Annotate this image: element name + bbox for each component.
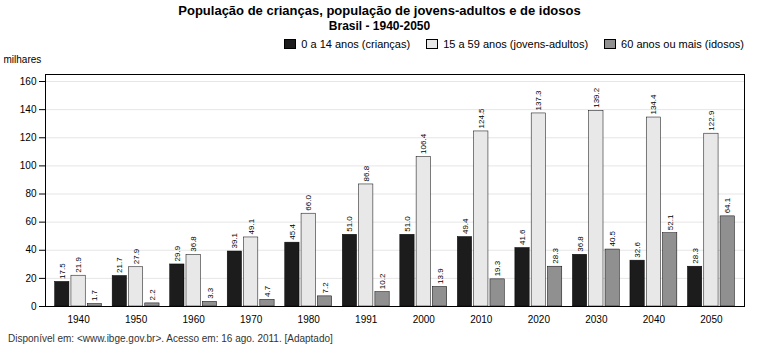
- html-text:15 a 59 anos (jovens-adultos): 15 a 59 anos (jovens-adultos): [443, 38, 589, 50]
- svg-text:21.9: 21.9: [74, 257, 83, 273]
- svg-text:100: 100: [20, 160, 37, 171]
- svg-text:10.2: 10.2: [378, 273, 387, 289]
- svg-text:137.3: 137.3: [534, 90, 543, 111]
- svg-text:32.6: 32.6: [633, 242, 642, 258]
- svg-text:51.0: 51.0: [403, 216, 412, 232]
- svg-text:106.4: 106.4: [419, 133, 428, 154]
- svg-text:4.7: 4.7: [263, 285, 272, 297]
- svg-text:80: 80: [25, 188, 37, 199]
- svg-text:2.2: 2.2: [148, 289, 157, 301]
- svg-text:49.4: 49.4: [461, 218, 470, 234]
- html-text:População de crianças, populaç: População de crianças, população de jove…: [178, 3, 581, 18]
- svg-text:27.9: 27.9: [132, 248, 141, 264]
- svg-text:60: 60: [25, 216, 37, 227]
- svg-text:1940: 1940: [67, 314, 90, 325]
- svg-text:0: 0: [31, 301, 37, 312]
- svg-text:40: 40: [25, 244, 37, 255]
- svg-text:45.4: 45.4: [288, 224, 297, 240]
- svg-text:39.1: 39.1: [230, 232, 239, 248]
- svg-text:2040: 2040: [643, 314, 666, 325]
- svg-text:29.9: 29.9: [173, 245, 182, 261]
- svg-text:120: 120: [20, 132, 37, 143]
- svg-text:2010: 2010: [470, 314, 493, 325]
- svg-text:64.1: 64.1: [723, 197, 732, 213]
- svg-text:41.6: 41.6: [518, 229, 527, 245]
- svg-text:17.5: 17.5: [58, 263, 67, 279]
- svg-text:1950: 1950: [125, 314, 148, 325]
- svg-text:20: 20: [25, 273, 37, 284]
- html-text:Disponível em: <www.ibge.gov.b: Disponível em: <www.ibge.gov.br>. Acesso…: [8, 333, 333, 344]
- svg-text:28.3: 28.3: [551, 248, 560, 264]
- svg-text:1.7: 1.7: [90, 289, 99, 301]
- html-text:0 a 14 anos (crianças): 0 a 14 anos (crianças): [301, 38, 411, 50]
- html-text:60 anos ou mais (idosos): 60 anos ou mais (idosos): [621, 38, 744, 50]
- svg-text:160: 160: [20, 76, 37, 87]
- svg-text:2030: 2030: [585, 314, 608, 325]
- html-text:Brasil - 1940-2050: Brasil - 1940-2050: [328, 19, 431, 33]
- svg-text:1991: 1991: [355, 314, 378, 325]
- svg-text:49.1: 49.1: [247, 218, 256, 234]
- svg-text:milhares: milhares: [4, 54, 42, 65]
- svg-text:3.3: 3.3: [206, 287, 215, 299]
- svg-text:13.9: 13.9: [436, 268, 445, 284]
- svg-text:2020: 2020: [528, 314, 551, 325]
- svg-text:36.8: 36.8: [576, 236, 585, 252]
- svg-text:36.8: 36.8: [189, 236, 198, 252]
- svg-text:66.0: 66.0: [304, 195, 313, 211]
- svg-text:21.7: 21.7: [115, 257, 124, 273]
- svg-text:19.3: 19.3: [493, 260, 502, 276]
- svg-text:2000: 2000: [413, 314, 436, 325]
- svg-text:124.5: 124.5: [477, 108, 486, 129]
- svg-text:2050: 2050: [700, 314, 723, 325]
- svg-text:1960: 1960: [183, 314, 206, 325]
- svg-text:40.5: 40.5: [608, 230, 617, 246]
- svg-text:139.2: 139.2: [592, 87, 601, 108]
- svg-text:1970: 1970: [240, 314, 263, 325]
- svg-text:134.4: 134.4: [649, 94, 658, 115]
- svg-text:7.2: 7.2: [321, 282, 330, 294]
- svg-text:1980: 1980: [298, 314, 321, 325]
- svg-text:28.3: 28.3: [691, 248, 700, 264]
- svg-text:52.1: 52.1: [666, 214, 675, 230]
- svg-text:140: 140: [20, 104, 37, 115]
- svg-text:122.9: 122.9: [707, 110, 716, 131]
- svg-text:51.0: 51.0: [345, 216, 354, 232]
- svg-text:86.8: 86.8: [362, 165, 371, 181]
